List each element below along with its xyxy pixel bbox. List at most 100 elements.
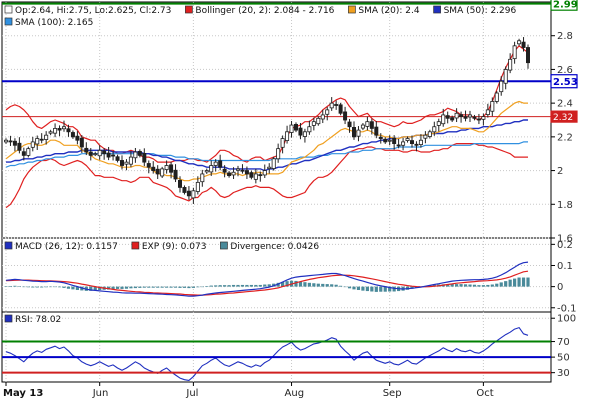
month-jun-label: Jun (92, 388, 109, 399)
candle-105 (472, 114, 477, 121)
candle-body-down (120, 160, 125, 166)
candle-10 (48, 129, 53, 136)
price-tick-label: 2.4 (557, 99, 573, 110)
candle-body-up (133, 151, 138, 159)
candle-20 (93, 151, 98, 157)
divergence-bar (209, 285, 213, 287)
candle-9 (44, 131, 49, 145)
divergence-bar (236, 284, 240, 287)
candle-77 (347, 118, 352, 133)
candle-16 (75, 131, 80, 145)
divergence-bar (267, 284, 271, 287)
divergence-bar (330, 284, 334, 287)
legend-label-sma50: SMA (50): 2.296 (444, 6, 517, 16)
macd-tick-label: -0.1 (557, 303, 577, 314)
divergence-bar (459, 284, 463, 287)
divergence-bar (133, 286, 137, 289)
divergence-bar (124, 286, 129, 289)
candle-body-up (499, 80, 504, 93)
candle-56 (253, 168, 258, 184)
candle-51 (231, 167, 236, 179)
legend-label-sma100: SMA (100): 2.165 (15, 18, 93, 28)
legend-swatch-bollinger (185, 5, 193, 14)
divergence-bar (62, 286, 66, 288)
divergence-bar (205, 285, 209, 287)
level-232-flag-label: 2.32 (553, 113, 573, 123)
divergence-bar (383, 286, 387, 292)
divergence-bar (4, 286, 8, 287)
divergence-bar (57, 286, 62, 288)
divergence-bar (325, 284, 329, 287)
divergence-bar (147, 286, 151, 288)
divergence-bar (44, 286, 48, 288)
divergence-bar (8, 285, 13, 287)
candle-body-up (280, 138, 285, 148)
month-aug-label: Aug (285, 388, 305, 399)
candle-body-down (115, 156, 120, 161)
candle-body-down (155, 168, 160, 175)
level-253-flag (550, 74, 578, 89)
candle-102 (459, 111, 464, 123)
divergence-bar (263, 284, 267, 287)
candle-33 (151, 161, 156, 174)
candle-body-down (369, 121, 374, 129)
candle-85 (383, 137, 388, 144)
candle-body-down (70, 132, 75, 138)
divergence-bar (490, 284, 494, 287)
candle-body-down (21, 151, 26, 156)
candle-71 (320, 109, 325, 124)
candle-body-up (93, 153, 98, 156)
candle-body-down (177, 179, 182, 188)
candle-body-up (97, 149, 102, 157)
candle-body-up (26, 148, 31, 156)
divergence-bar (374, 286, 378, 292)
candle-31 (142, 148, 147, 167)
legend-swatch-sma100 (4, 17, 13, 26)
candle-6 (30, 136, 35, 152)
divergence-bar (227, 285, 231, 287)
divergence-bar (22, 286, 26, 288)
candle-82 (369, 118, 374, 135)
candle-body-up (235, 168, 240, 171)
legend-swatch-ohlc (4, 5, 13, 14)
candle-69 (311, 117, 316, 131)
candle-body-down (343, 111, 348, 121)
divergence-bar (231, 284, 236, 287)
divergence-bar (173, 286, 178, 288)
price-tick-label: 1.8 (557, 200, 573, 211)
candle-100 (450, 115, 455, 123)
candle-body-down (396, 144, 401, 147)
candle-body-down (472, 116, 477, 119)
sma20-line (5, 100, 528, 182)
macd-line (5, 261, 529, 297)
candle-70 (316, 116, 321, 126)
candle-body-up (427, 131, 432, 137)
candle-body-down (409, 140, 414, 145)
price-tick-label: 2.6 (557, 65, 573, 76)
candle-117 (526, 44, 531, 69)
candle-23 (106, 146, 111, 161)
candle-body-up (48, 131, 53, 134)
divergence-bar (40, 286, 44, 288)
candle-body-down (521, 41, 526, 48)
candle-body-down (17, 142, 22, 151)
candle-body-up (311, 121, 316, 126)
divergence-bar (463, 284, 468, 287)
candle-61 (276, 143, 281, 163)
candle-59 (267, 163, 272, 174)
candle-22 (102, 147, 107, 160)
rsi-tick-label: 50 (557, 353, 570, 364)
candle-13 (62, 120, 67, 132)
candle-81 (365, 116, 370, 131)
hline-layer: 2.99 2.53 2.32 (2, 0, 578, 374)
candle-115 (517, 38, 522, 46)
candle-body-up (191, 190, 196, 199)
candle-73 (329, 97, 334, 111)
price-tick-label: 2 (557, 166, 563, 177)
candle-body-up (325, 109, 330, 115)
divergence-bar (151, 286, 155, 288)
candle-body-up (62, 126, 67, 130)
candle-91 (409, 135, 414, 148)
divergence-bar (281, 281, 285, 287)
